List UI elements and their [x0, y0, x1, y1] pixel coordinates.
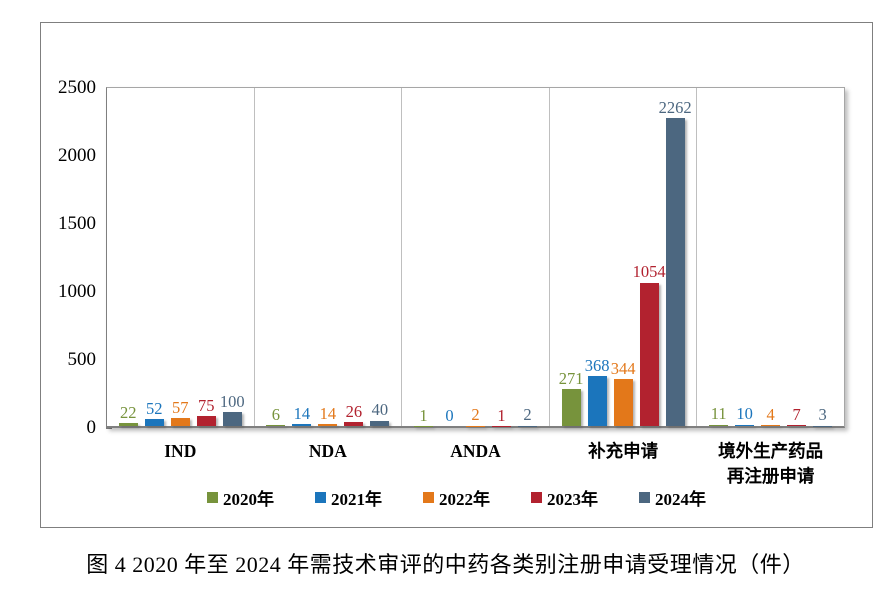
bar-value-补充申请-2024年: 2262	[658, 98, 692, 118]
bar-value-补充申请-2020年: 271	[558, 368, 584, 388]
category-label-line: 再注册申请	[726, 466, 815, 487]
legend-swatch-icon	[423, 492, 434, 503]
category-label-NDA: NDA	[255, 439, 402, 464]
bar-value-境外生产药品-2022年: 4	[766, 405, 775, 425]
bar-value-IND-2022年: 57	[172, 397, 189, 417]
bar-境外生产药品-2020年: 11	[709, 405, 729, 426]
category-label-line: 补充申请	[588, 441, 659, 461]
category-label-境外生产药品: 境外生产药品 再注册申请	[697, 439, 844, 490]
bar-value-NDA-2020年: 6	[271, 404, 281, 424]
bar-group-IND: 22 52 57 75 100	[107, 393, 254, 426]
y-tick-label-1500: 1500	[58, 213, 96, 234]
category-label-line: 境外生产药品	[718, 441, 824, 461]
category-column-境外生产药品: 11 10 4 7 3 境外生产药品 再注册申请	[697, 88, 844, 486]
bar-IND-2022年: 57	[170, 399, 190, 426]
category-label-ANDA: ANDA	[402, 439, 549, 464]
bar-value-NDA-2021年: 14	[293, 403, 311, 423]
legend-swatch-icon	[639, 492, 650, 503]
legend-label: 2021年	[331, 490, 382, 509]
category-column-ANDA: 1 0 2 1 2 ANDA	[402, 88, 550, 461]
bar-group-境外生产药品: 11 10 4 7 3	[697, 405, 844, 426]
plot-area: 22 52 57 75 100 IND 6 14 14 26 40 NDA 1 0 2 1 2 ANDA 271 36…	[106, 87, 845, 486]
category-column-NDA: 6 14 14 26 40 NDA	[255, 88, 403, 461]
bar-NDA-2024年: 40	[370, 401, 390, 426]
bar-NDA-2020年: 6	[266, 406, 286, 426]
bar-value-境外生产药品-2024年: 3	[818, 405, 827, 425]
legend-item-2021年: 2021年	[315, 485, 382, 510]
bar-group-NDA: 6 14 14 26 40	[255, 401, 402, 426]
bar-境外生产药品-2023年: 7	[787, 405, 807, 426]
y-tick-label-0: 0	[86, 417, 97, 438]
bar-value-IND-2024年: 100	[219, 392, 245, 412]
bar-value-补充申请-2022年: 344	[610, 358, 636, 378]
bar-NDA-2022年: 14	[318, 404, 338, 426]
bar-value-ANDA-2021年: 0	[445, 405, 454, 425]
bar-value-ANDA-2022年: 2	[471, 405, 480, 425]
category-column-补充申请: 271 368 344 1054 2262 补充申请	[550, 88, 698, 461]
legend-swatch-icon	[315, 492, 326, 503]
bar-补充申请-2023年: 1054	[633, 263, 666, 426]
bar-补充申请-2020年: 271	[559, 370, 583, 426]
legend-item-2024年: 2024年	[639, 485, 706, 510]
bar-境外生产药品-2022年: 4	[761, 406, 781, 426]
legend: 2020年 2021年 2022年 2023年 2024年	[41, 485, 872, 510]
bar-value-ANDA-2020年: 1	[419, 405, 428, 425]
y-tick-label-2500: 2500	[58, 77, 96, 98]
y-tick-label-500: 500	[67, 349, 97, 370]
legend-swatch-icon	[207, 492, 218, 503]
bar-value-NDA-2023年: 26	[345, 402, 363, 422]
bar-补充申请-2022年: 344	[611, 360, 635, 426]
legend-item-2022年: 2022年	[423, 485, 490, 510]
y-tick-label-2000: 2000	[58, 145, 96, 166]
figure-caption: 图 4 2020 年至 2024 年需技术审评的中药各类别注册申请受理情况（件）	[86, 552, 805, 577]
category-label-line: IND	[164, 441, 197, 461]
legend-label: 2020年	[223, 490, 274, 509]
bar-value-NDA-2022年: 14	[319, 403, 337, 423]
y-axis: 0 500 1000 1500 2000 2500	[41, 77, 112, 438]
category-label-line: NDA	[308, 441, 347, 461]
legend-label: 2023年	[547, 490, 598, 509]
y-tick-label-1000: 1000	[58, 281, 96, 302]
bar-境外生产药品-2021年: 10	[735, 405, 755, 426]
bar-IND-2020年: 22	[118, 403, 138, 426]
bar-value-境外生产药品-2020年: 11	[710, 404, 727, 424]
category-column-IND: 22 52 57 75 100 IND	[107, 88, 255, 461]
bar-IND-2021年: 52	[144, 399, 164, 426]
bar-NDA-2021年: 14	[292, 404, 312, 426]
bar-value-ANDA-2024年: 2	[523, 405, 532, 425]
bar-value-补充申请-2023年: 1054	[632, 262, 666, 282]
bar-IND-2023年: 75	[196, 396, 216, 426]
bar-value-NDA-2024年: 40	[371, 400, 389, 420]
legend-item-2023年: 2023年	[531, 485, 598, 510]
bar-NDA-2023年: 26	[344, 403, 364, 426]
bar-value-IND-2021年: 52	[146, 398, 163, 418]
category-label-IND: IND	[107, 439, 254, 464]
legend-swatch-icon	[531, 492, 542, 503]
bar-value-补充申请-2021年: 368	[584, 355, 610, 375]
chart-container: 0 500 1000 1500 2000 2500 22 52 57 75 100 IND 6 14 14…	[40, 22, 873, 528]
bar-补充申请-2024年: 2262	[659, 99, 692, 426]
legend-label: 2022年	[439, 490, 490, 509]
bar-IND-2024年: 100	[220, 393, 245, 426]
bar-value-IND-2023年: 75	[198, 395, 215, 415]
bar-补充申请-2021年: 368	[585, 356, 609, 426]
bar-value-境外生产药品-2023年: 7	[792, 404, 801, 424]
legend-item-2020年: 2020年	[207, 485, 274, 510]
bar-group-补充申请: 271 368 344 1054 2262	[550, 99, 697, 426]
legend-label: 2024年	[655, 490, 706, 509]
category-label-补充申请: 补充申请	[550, 439, 697, 464]
bar-value-境外生产药品-2021年: 10	[736, 404, 753, 424]
bar-value-ANDA-2023年: 1	[497, 405, 506, 425]
bar-value-IND-2020年: 22	[120, 402, 137, 422]
category-label-line: ANDA	[450, 441, 501, 461]
